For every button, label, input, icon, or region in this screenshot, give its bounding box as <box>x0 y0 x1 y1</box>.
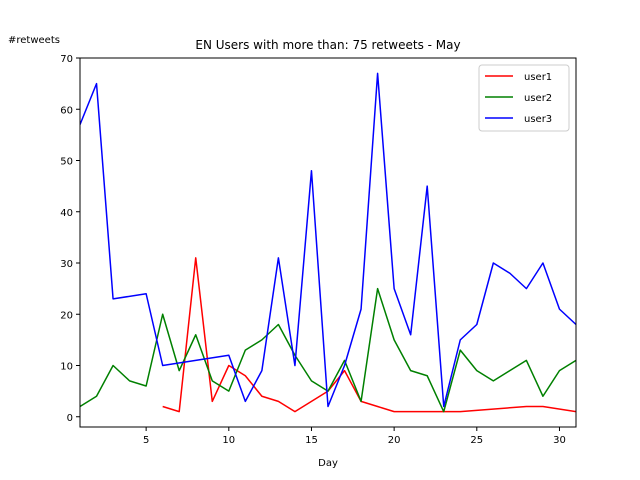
x-tick-label: 10 <box>222 435 235 446</box>
x-tick-label: 20 <box>388 435 401 446</box>
x-tick-label: 15 <box>305 435 318 446</box>
legend: user1 user2 user3 <box>478 64 570 132</box>
plot-frame <box>79 57 577 428</box>
y-tick-label: 20 <box>60 310 73 321</box>
y-axis-label: #retweets <box>8 35 60 46</box>
series-line-user2 <box>80 287 576 413</box>
legend-label-user1: user1 <box>524 72 552 83</box>
legend-box <box>478 64 570 132</box>
y-tick-label: 40 <box>60 208 73 219</box>
axis-layer: 5 10 15 20 25 30 0 10 20 30 40 50 60 70 <box>60 54 577 446</box>
series-layer <box>80 72 576 413</box>
x-tick-label: 30 <box>553 435 566 446</box>
x-tick-label: 5 <box>143 435 149 446</box>
series-line-user1 <box>162 257 576 413</box>
legend-label-user2: user2 <box>524 93 552 104</box>
x-tick-label: 25 <box>470 435 483 446</box>
chart-title: EN Users with more than: 75 retweets - M… <box>195 38 460 52</box>
y-tick-label: 10 <box>60 362 73 373</box>
y-tick-label: 30 <box>60 259 73 270</box>
y-tick-label: 50 <box>60 157 73 168</box>
y-tick-label: 60 <box>60 105 73 116</box>
y-tick-label: 0 <box>67 413 73 424</box>
x-axis-label: Day <box>318 458 338 469</box>
legend-label-user3: user3 <box>524 114 552 125</box>
y-tick-label: 70 <box>60 54 73 65</box>
